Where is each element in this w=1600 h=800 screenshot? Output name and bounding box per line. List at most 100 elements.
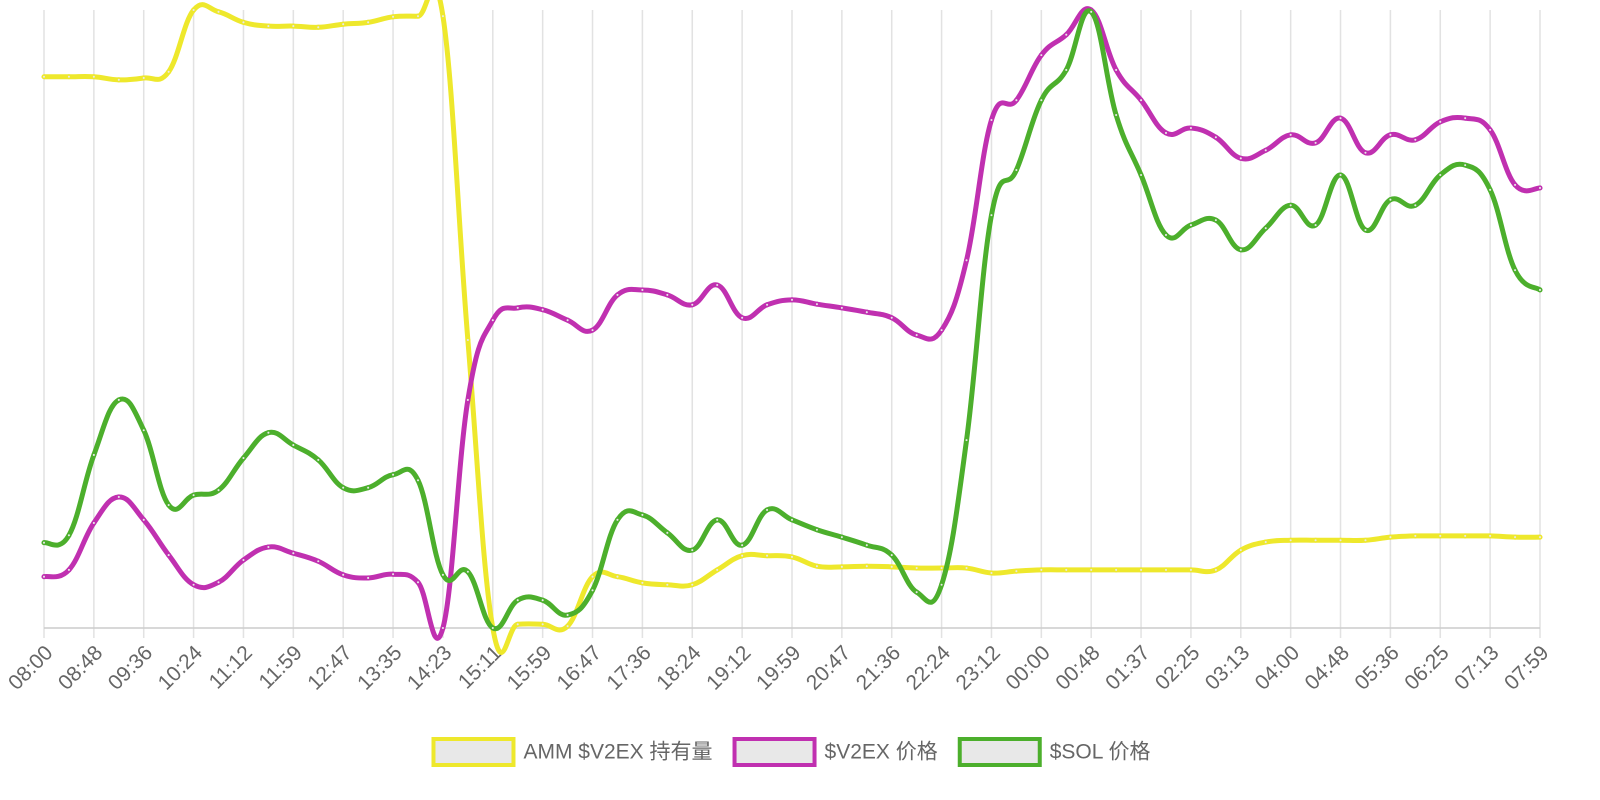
point [340, 572, 346, 578]
point [1412, 533, 1418, 539]
point [839, 534, 845, 540]
point [1288, 537, 1294, 543]
legend-swatch [732, 737, 817, 767]
point [116, 494, 122, 500]
point [714, 567, 720, 573]
point [1362, 150, 1369, 156]
point [988, 212, 995, 218]
point [91, 520, 97, 526]
point [141, 75, 147, 81]
point [814, 527, 820, 533]
point [290, 23, 296, 29]
point [664, 292, 670, 298]
x-tick-label: 07:59 [1500, 641, 1553, 694]
point [1437, 119, 1443, 125]
point [1213, 567, 1219, 573]
point [1462, 115, 1468, 121]
legend-label: AMM $V2EX 持有量 [523, 741, 712, 764]
x-tick-label: 19:12 [702, 641, 755, 694]
point [340, 21, 346, 27]
point [764, 302, 770, 308]
point [1412, 137, 1418, 143]
point [1063, 67, 1069, 73]
x-tick-label: 13:35 [353, 641, 406, 694]
point [191, 582, 197, 588]
point [290, 550, 296, 556]
point [1387, 534, 1393, 540]
x-tick-label: 12:47 [303, 641, 356, 694]
point [639, 287, 645, 293]
point [565, 623, 571, 629]
point [589, 327, 596, 333]
point [490, 625, 496, 631]
point [440, 572, 446, 578]
x-tick-label: 09:36 [104, 641, 157, 694]
point [415, 13, 421, 19]
x-tick-label: 20:47 [802, 641, 855, 694]
point [1387, 197, 1393, 203]
x-tick-label: 18:24 [652, 641, 706, 695]
point [515, 597, 521, 603]
point [1088, 567, 1094, 573]
point [789, 297, 795, 303]
point [739, 553, 745, 559]
point [889, 552, 895, 558]
point [1288, 202, 1294, 208]
point [1337, 115, 1344, 121]
point [864, 542, 870, 548]
point [914, 589, 920, 595]
point [889, 315, 895, 321]
point [689, 582, 695, 588]
x-tick-label: 03:13 [1201, 641, 1254, 694]
point [939, 565, 945, 571]
x-tick-label: 00:00 [1001, 641, 1054, 694]
point [789, 554, 795, 560]
point [1487, 187, 1493, 193]
point [315, 24, 321, 30]
point [1013, 97, 1019, 103]
point [839, 305, 845, 311]
point [1313, 140, 1319, 146]
point [1088, 9, 1094, 15]
point [1487, 127, 1493, 133]
point [1238, 247, 1244, 253]
point [889, 564, 895, 570]
point [714, 282, 720, 288]
point [365, 485, 371, 491]
point [290, 442, 296, 448]
point [41, 574, 47, 580]
point [166, 69, 172, 75]
point [465, 337, 471, 343]
x-tick-label: 21:36 [852, 641, 905, 694]
point [1163, 130, 1169, 136]
point [1537, 534, 1543, 540]
point [191, 492, 197, 498]
point [1487, 533, 1493, 539]
point [41, 540, 47, 546]
point [589, 574, 596, 580]
point [41, 74, 47, 80]
point [1213, 134, 1219, 140]
series-line [43, 0, 1541, 655]
point [240, 19, 247, 25]
point [1313, 222, 1319, 228]
x-tick-label: 19:59 [752, 641, 805, 694]
point [1013, 167, 1019, 173]
legend-swatch [957, 737, 1042, 767]
point [265, 23, 271, 29]
point [215, 487, 222, 493]
point [689, 302, 695, 308]
point [390, 14, 396, 20]
point [1063, 567, 1069, 573]
point [1138, 567, 1144, 573]
point [515, 305, 521, 311]
point [988, 117, 995, 123]
x-tick-label: 16:47 [553, 641, 606, 694]
point [714, 517, 720, 523]
point [1512, 267, 1518, 273]
point [1113, 112, 1119, 118]
x-tick-label: 05:36 [1350, 641, 1403, 694]
x-tick-label: 11:12 [205, 641, 257, 693]
point [540, 307, 546, 313]
